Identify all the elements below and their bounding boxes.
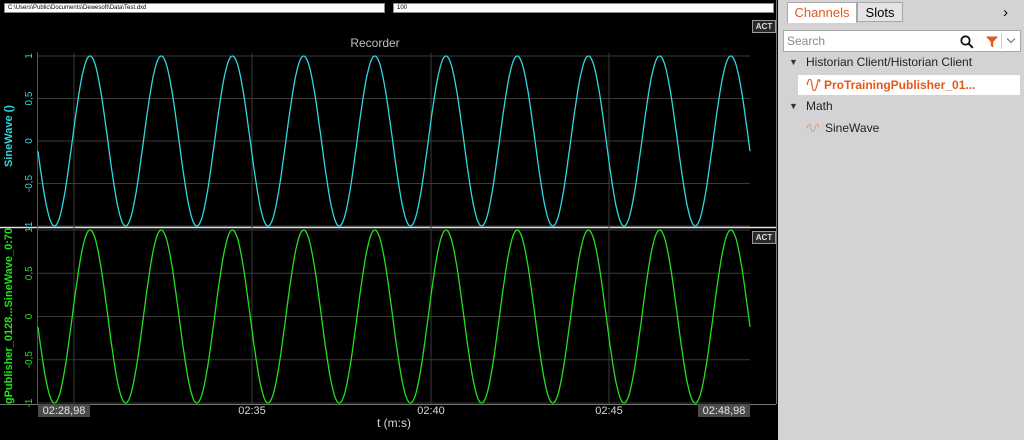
- selected-row-highlight: ProTrainingPublisher_01...: [798, 75, 1020, 95]
- x-start-label: 02:28,98: [43, 405, 86, 417]
- upper-plot-panel: [0, 45, 776, 228]
- chevron-right-icon[interactable]: ›: [1003, 4, 1008, 21]
- tree-group-math[interactable]: ▼ Math: [778, 96, 1024, 116]
- act-button-lower[interactable]: ACT: [752, 231, 776, 244]
- y-tick-label: 0: [24, 313, 35, 319]
- sine-wave-icon: [806, 79, 821, 91]
- tab-channels[interactable]: Channels: [787, 2, 857, 23]
- file-path-field[interactable]: C:\Users\Public\Documents\Dewesoft\Data\…: [4, 3, 385, 13]
- y-tick-label: -1: [24, 398, 35, 407]
- lower-y-axis-label: gPublisher_0128...SineWave_0:70: [3, 228, 15, 404]
- value-field[interactable]: 100: [393, 3, 774, 13]
- y-tick-label: -0,5: [24, 174, 35, 192]
- search-box: [783, 30, 1021, 52]
- y-tick-label: 1: [24, 227, 35, 233]
- channels-sidebar: Channels Slots › ▼ Historian Client/Hist…: [778, 0, 1024, 440]
- search-input[interactable]: [787, 33, 947, 49]
- chevron-down-icon[interactable]: [1006, 37, 1016, 45]
- tree-group-historian[interactable]: ▼ Historian Client/Historian Client: [778, 52, 1024, 72]
- recorder-chart[interactable]: Recorder 1 0,5 0 -0,5 -1 1 0,5 0 -0,5 -1 SineWav…: [0, 0, 778, 440]
- x-tick-label: 02:45: [595, 405, 623, 417]
- y-tick-label: 0,5: [24, 266, 35, 280]
- caret-down-icon[interactable]: ▼: [789, 57, 798, 67]
- y-tick-label: 1: [24, 53, 35, 59]
- x-start-badge: [38, 404, 90, 417]
- recorder-area: C:\Users\Public\Documents\Dewesoft\Data\…: [0, 0, 778, 440]
- y-tick-label: 0: [24, 138, 35, 144]
- x-end-badge: [698, 404, 750, 417]
- y-tick-label: 0,5: [24, 91, 35, 105]
- filter-divider: [1001, 33, 1002, 49]
- chart-title: Recorder: [350, 36, 399, 50]
- x-axis-label: t (m:s): [377, 416, 411, 430]
- y-tick-label: -1: [24, 221, 35, 230]
- lower-grid: [37, 226, 750, 404]
- tree-group-label: Historian Client/Historian Client: [806, 55, 973, 69]
- upper-y-axis-label: SineWave (): [3, 105, 15, 167]
- caret-down-icon[interactable]: ▼: [789, 101, 798, 111]
- tree-item-sinewave[interactable]: SineWave: [778, 118, 1024, 138]
- tree-item-label: ProTrainingPublisher_01...: [824, 78, 976, 92]
- x-tick-label: 02:35: [238, 405, 266, 417]
- filter-icon[interactable]: [985, 35, 999, 49]
- act-button-upper[interactable]: ACT: [752, 20, 776, 33]
- math-sine-icon: [806, 123, 820, 133]
- tree-group-label: Math: [806, 99, 833, 113]
- x-tick-label: 02:40: [417, 405, 445, 417]
- tab-slots[interactable]: Slots: [857, 2, 903, 22]
- publisher-sinewave-trace: [37, 229, 751, 404]
- tree-item-protrainingpublisher[interactable]: ProTrainingPublisher_01...: [778, 75, 1024, 95]
- search-icon[interactable]: [960, 35, 974, 49]
- y-tick-label: -0,5: [24, 351, 35, 369]
- tree-item-label: SineWave: [825, 121, 880, 135]
- x-end-label: 02:48,98: [703, 405, 746, 417]
- sinewave-trace: [37, 55, 751, 227]
- upper-grid: [37, 52, 750, 227]
